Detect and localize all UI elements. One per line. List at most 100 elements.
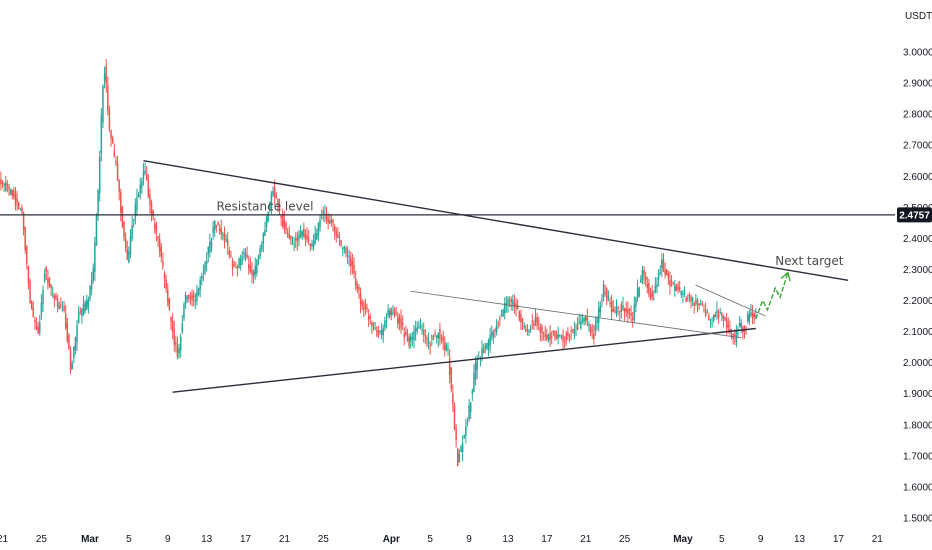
candle-body [77, 312, 80, 324]
candle-body [230, 255, 232, 257]
candle-body [693, 302, 696, 306]
candle-body [469, 402, 472, 412]
candle-body [525, 329, 527, 332]
candle-body [291, 242, 294, 244]
candle-body [682, 293, 684, 295]
candle-body [30, 301, 33, 309]
candle-body [588, 323, 590, 326]
candle-body [544, 334, 546, 337]
candle-body [251, 270, 253, 275]
candle-body [257, 255, 260, 260]
date-tick-label: 5 [719, 534, 725, 545]
candle-body [730, 331, 733, 333]
candle-body [510, 299, 512, 303]
candle-body [126, 249, 129, 260]
candle-body [353, 265, 355, 274]
candle-body [176, 345, 179, 358]
candle-body [192, 294, 195, 298]
candle-body [568, 335, 571, 337]
price-axis[interactable]: USDT 3.00002.90002.80002.70002.60002.500… [903, 11, 932, 525]
time-axis[interactable]: 21 25 Mar 5 9 13 17 21 25 Apr 5 9 13 17 21 25 May 5 9 13 17 2… [0, 534, 883, 545]
candle-body [596, 318, 598, 324]
candle-body [303, 228, 305, 238]
candle-body [521, 318, 524, 323]
candle-body [139, 184, 141, 194]
candle-body [311, 243, 313, 247]
candle-body [646, 284, 649, 288]
candle-body [157, 236, 159, 239]
date-tick-label: 17 [240, 534, 252, 545]
candle-body [231, 259, 234, 269]
candle-body [124, 238, 127, 249]
candle-body [589, 327, 592, 334]
candle-body [335, 230, 337, 236]
candle-body [210, 240, 213, 248]
candle-body [615, 307, 618, 314]
candle-body [317, 222, 320, 236]
candle-body [265, 217, 268, 227]
candle-body [738, 322, 741, 327]
candle-body [573, 329, 576, 334]
date-tick-label: 25 [318, 534, 330, 545]
candle-body [625, 308, 627, 312]
candle-body [181, 323, 184, 333]
candle-body [607, 295, 610, 297]
candle-body [92, 268, 94, 280]
candle-body [563, 341, 566, 343]
candle-body [550, 336, 553, 338]
candle-body [283, 220, 286, 228]
candle-body [413, 331, 415, 341]
candle-body [264, 229, 266, 237]
candle-body [570, 330, 572, 332]
candle-body [675, 284, 678, 292]
candle-body [497, 322, 499, 324]
price-tick-label: 3.0000 [903, 48, 932, 59]
candle-body [476, 358, 478, 370]
candle-body [513, 303, 516, 307]
candle-body [58, 305, 60, 310]
candle-body [422, 330, 425, 335]
candle-body [81, 309, 83, 317]
candle-body [609, 302, 611, 305]
candle-body [84, 302, 86, 311]
candle-body [601, 299, 603, 301]
candle-body [150, 202, 153, 216]
candle-body [750, 312, 752, 316]
candle-body [186, 297, 188, 299]
candle-body [580, 321, 582, 329]
candle-body [175, 342, 177, 346]
candle-body [717, 313, 720, 318]
candle-body [703, 309, 705, 311]
candle-body [518, 311, 521, 320]
candle-body [136, 196, 138, 211]
candle-body [505, 303, 508, 306]
candle-body [620, 304, 623, 312]
candle-body [34, 319, 36, 323]
candle-body [307, 237, 310, 241]
candle-body [204, 262, 206, 274]
candle-body [259, 248, 261, 257]
candle-body [244, 253, 247, 258]
candle-body [721, 313, 723, 317]
candle-body [40, 303, 43, 315]
candle-body [711, 322, 713, 324]
candle-body [456, 448, 459, 466]
candle-body [171, 320, 174, 332]
candle-body [319, 219, 321, 228]
candle-body [238, 258, 240, 269]
candle-body [60, 304, 62, 306]
candle-body [296, 237, 299, 242]
candle-body [392, 312, 394, 314]
candle-body [152, 210, 154, 217]
annotation-lines-layer [0, 160, 895, 393]
candle-body [576, 324, 579, 330]
candle-body [746, 314, 749, 321]
candle-body [168, 298, 171, 310]
candle-body [688, 294, 691, 297]
candle-body [434, 333, 436, 335]
candle-body [69, 350, 72, 371]
candle-body [155, 224, 158, 233]
candle-body [602, 284, 605, 299]
candle-body [437, 333, 440, 339]
candle-body [282, 213, 284, 227]
